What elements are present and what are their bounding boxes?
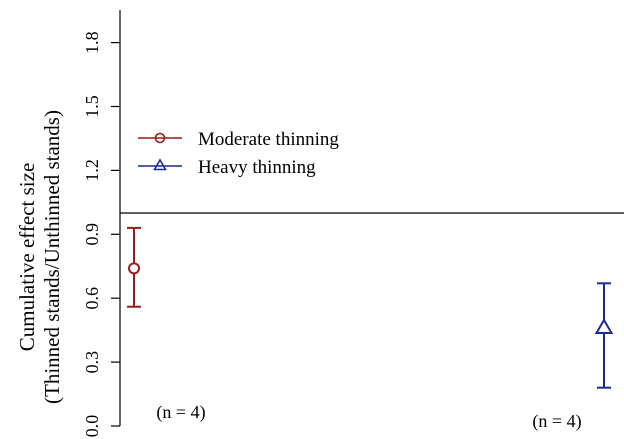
n-label-moderate: (n = 4) — [156, 402, 205, 423]
y-tick-label: 1.5 — [82, 95, 102, 118]
legend-item-heavy: Heavy thinning — [138, 157, 316, 178]
legend-label-heavy: Heavy thinning — [198, 157, 316, 178]
y-tick-label: 1.8 — [82, 31, 102, 54]
legend: Moderate thinning Heavy thinning — [138, 129, 339, 178]
data-point-triangle — [594, 318, 614, 335]
data-series — [127, 226, 614, 389]
y-axis-ticks: 0.0 0.3 0.6 0.9 1.2 1.5 1.8 — [82, 31, 120, 437]
y-tick-label: 0.6 — [82, 287, 102, 310]
n-label-heavy: (n = 4) — [532, 411, 581, 432]
data-point-circle — [128, 262, 140, 275]
y-tick-label: 0.9 — [82, 223, 102, 246]
legend-label-moderate: Moderate thinning — [198, 129, 339, 150]
y-axis-title-line1: Cumulative effect size — [15, 163, 39, 352]
y-tick-label: 1.2 — [82, 159, 102, 182]
legend-item-moderate: Moderate thinning — [138, 129, 339, 150]
legend-triangle-marker — [153, 158, 167, 171]
series-moderate — [127, 226, 141, 308]
series-heavy — [594, 282, 614, 389]
legend-circle-marker — [154, 132, 166, 144]
y-tick-label: 0.0 — [82, 415, 102, 438]
y-tick-label: 0.3 — [82, 351, 102, 374]
y-axis-title-line2: (Thinned stands/Unthinned stands) — [40, 110, 64, 404]
